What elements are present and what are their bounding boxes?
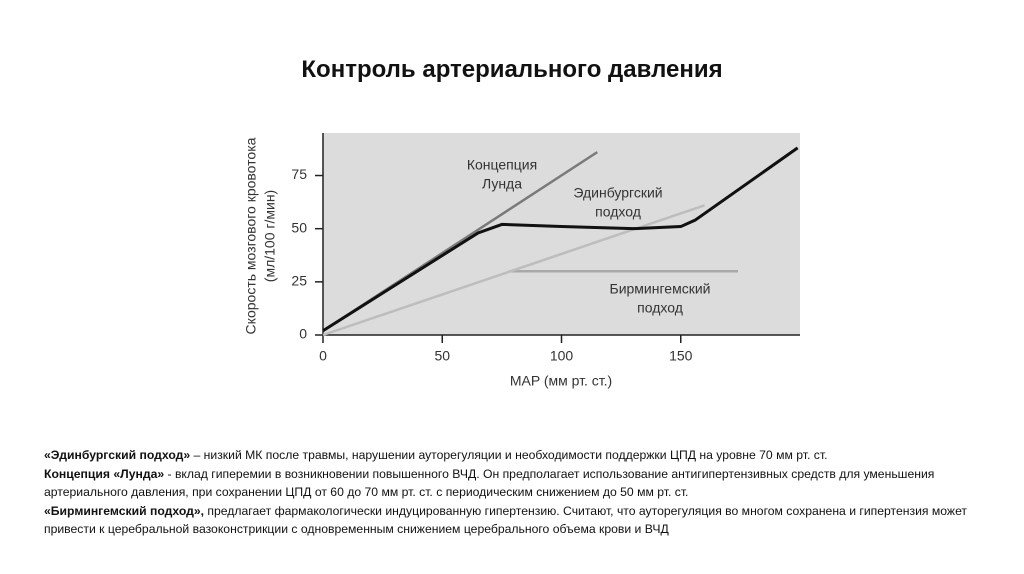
note-text: – низкий МК после травмы, нарушении ауто… (190, 448, 828, 462)
line-series (322, 146, 799, 333)
annotation: Эдинбургский (573, 185, 662, 201)
y-tick-label: 75 (291, 166, 307, 182)
annotation: Лунда (482, 176, 522, 192)
page-title: Контроль артериального давления (301, 56, 723, 83)
x-tick-label: 50 (434, 348, 450, 364)
annotation: подход (637, 300, 683, 316)
chart: 0 25 50 75 0 50 100 150 MAP (мм рт. ст.) Скорость… (243, 133, 800, 389)
note: Концепция «Лунда» - вклад гиперемии в во… (44, 465, 994, 502)
annotation: Концепция (467, 157, 537, 173)
x-tick-label: 100 (550, 348, 574, 364)
note: «Бирмингемский подход», предлагает фарма… (44, 502, 994, 539)
y-tick-label: 50 (291, 219, 307, 235)
x-axis-label: MAP (мм рт. ст.) (510, 373, 612, 389)
note-text: - вклад гиперемии в возникновении повыше… (44, 466, 935, 500)
plot-background (323, 133, 800, 335)
note-term: «Эдинбургский подход» (44, 448, 191, 462)
annotation: подход (595, 204, 641, 220)
y-tick-label: 25 (291, 273, 307, 289)
notes: «Эдинбургский подход» – низкий МК после … (44, 446, 994, 539)
y-tick-label: 0 (299, 326, 307, 342)
x-tick-label: 150 (669, 348, 693, 364)
annotation: Бирмингемский (610, 281, 711, 297)
note-term: «Бирмингемский подход», (44, 503, 205, 518)
y-axis-label: (мл/100 г/мин) (262, 190, 278, 282)
x-tick-label: 0 (319, 348, 327, 364)
note-text: предлагает фармакологически индуцированн… (44, 503, 968, 537)
note: «Эдинбургский подход» – низкий МК после … (44, 446, 994, 465)
note-term: Концепция «Лунда» (44, 466, 165, 481)
y-axis-label: Скорость мозгового кровотока (243, 137, 259, 334)
